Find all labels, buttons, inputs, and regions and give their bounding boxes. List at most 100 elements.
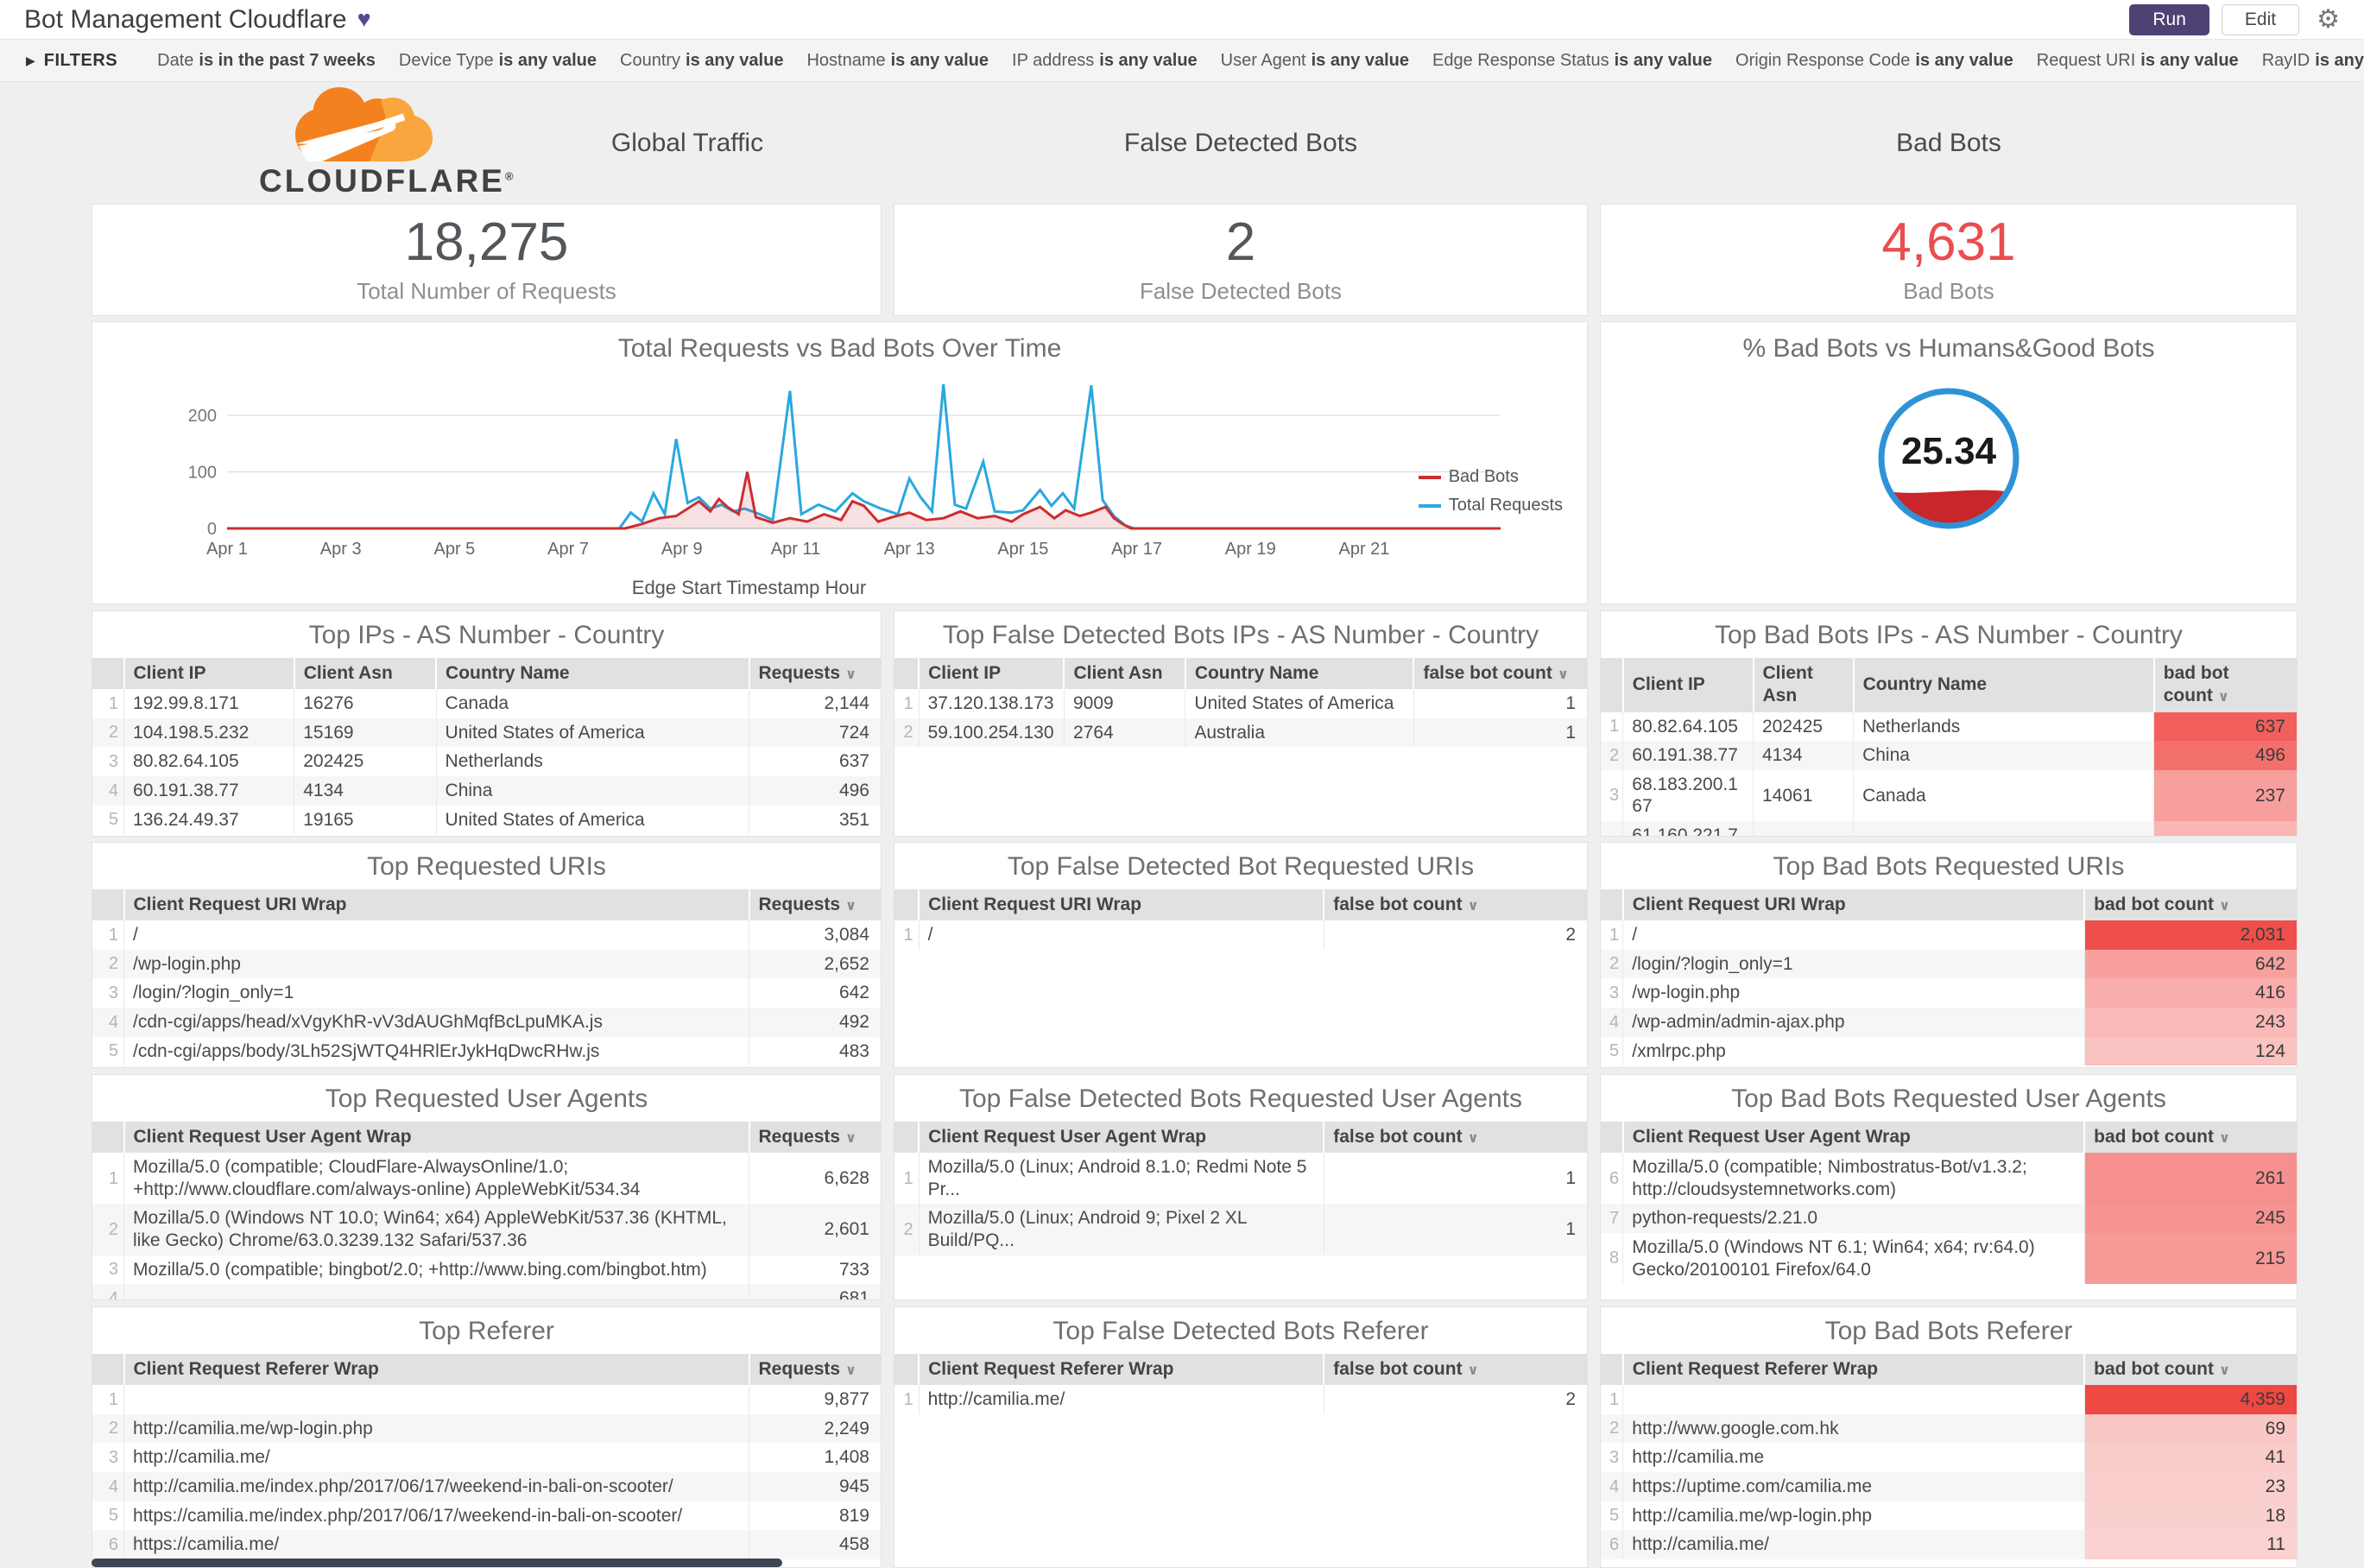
column-header[interactable]: Client IP	[123, 658, 294, 690]
sort-column-header[interactable]: bad bot count ∨	[2083, 1354, 2297, 1386]
sort-column-header[interactable]: false bot count ∨	[1323, 1122, 1587, 1154]
column-header[interactable]: Client Asn	[1752, 658, 1854, 712]
sort-column-header[interactable]: bad bot count ∨	[2083, 1122, 2297, 1154]
filter-item-device-type[interactable]: Device Type is any value	[399, 51, 597, 70]
filters-toggle[interactable]: ▶ FILTERS	[26, 51, 117, 71]
column-header[interactable]: Client Request User Agent Wrap	[123, 1122, 749, 1154]
sort-chevron-down-icon: ∨	[2218, 1131, 2230, 1146]
filter-value: is any value	[1614, 50, 1713, 70]
table-row: 3 http://camilia.me 41	[1601, 1443, 2297, 1473]
sort-column-header[interactable]: bad bot count ∨	[2152, 658, 2297, 712]
sort-column-header[interactable]: false bot count ∨	[1323, 889, 1587, 921]
table-cell: 4134	[294, 776, 437, 806]
filter-item-ip-address[interactable]: IP address is any value	[1012, 51, 1198, 70]
row-number: 6	[1601, 1153, 1623, 1204]
column-header[interactable]: Country Name	[1852, 658, 2154, 712]
row-number-header	[1601, 1122, 1623, 1154]
timeseries-legend: Bad Bots Total Requests	[1418, 467, 1563, 524]
table-cell: /login/?login_only=1	[1622, 949, 2085, 979]
column-header[interactable]: Client Request User Agent Wrap	[1621, 1122, 2085, 1154]
sort-column-header[interactable]: Requests ∨	[748, 1122, 881, 1154]
column-header[interactable]: Client Request Referer Wrap	[1621, 1354, 2085, 1386]
table-cell: 104.198.5.232	[123, 718, 294, 748]
gear-icon[interactable]: ⚙	[2317, 5, 2340, 34]
table-cell: https://camilia.me/	[123, 1530, 749, 1559]
legend-entry[interactable]: Bad Bots	[1418, 467, 1563, 487]
gauge-chart[interactable]: 25.34	[1869, 379, 2028, 538]
filter-item-user-agent[interactable]: User Agent is any value	[1221, 51, 1409, 70]
stat-card-total-requests: 18,275 Total Number of Requests	[92, 204, 882, 316]
filter-item-request-uri[interactable]: Request URI is any value	[2037, 51, 2239, 70]
table-cell: http://camilia.me/	[123, 1443, 749, 1473]
sort-chevron-down-icon: ∨	[1557, 667, 1569, 682]
filter-item-country[interactable]: Country is any value	[620, 51, 783, 70]
table-cell: United States of America	[435, 805, 749, 835]
run-button[interactable]: Run	[2129, 3, 2209, 35]
horizontal-scrollbar-thumb[interactable]	[92, 1559, 782, 1567]
row-number: 3	[1601, 1443, 1623, 1473]
filter-item-origin-response-code[interactable]: Origin Response Code is any value	[1735, 51, 2013, 70]
table-cell: http://camilia.me/	[918, 1385, 1324, 1414]
column-header[interactable]: Client Request Referer Wrap	[123, 1354, 749, 1386]
stat-card-bad-bots: 4,631 Bad Bots	[1600, 204, 2298, 316]
stat-cards-row: 18,275 Total Number of Requests 2 False …	[92, 204, 2298, 316]
table-row: 3 http://camilia.me/1,408	[92, 1443, 881, 1473]
row-number-header	[894, 889, 920, 921]
table-row: 2 60.191.38.77 4134 China 496	[1601, 741, 2297, 770]
table-title: Top Referer	[419, 1317, 554, 1345]
filter-item-edge-response-status[interactable]: Edge Response Status is any value	[1432, 51, 1712, 70]
row-number-header	[1601, 658, 1623, 712]
header-band: CLOUDFLARE® Global Traffic False Detecte…	[92, 82, 2298, 204]
stat-label-false-detected-bots: False Detected Bots	[1139, 277, 1343, 304]
legend-entry[interactable]: Total Requests	[1418, 496, 1563, 515]
sort-chevron-down-icon: ∨	[2218, 899, 2230, 914]
sort-column-header[interactable]: false bot count ∨	[1413, 658, 1587, 690]
table-cell: China	[435, 776, 749, 806]
sort-column-header[interactable]: bad bot count ∨	[2083, 889, 2297, 921]
timeseries-chart[interactable]: 0 100 200 Apr 1 Apr 3 Apr 5 Apr 7 Apr 9 Apr 11 Ap…	[184, 372, 1531, 590]
stat-label-bad-bots: Bad Bots	[1903, 277, 1994, 304]
table-card-bad-bot-user-agents: Top Bad Bots Requested User Agents Client…	[1600, 1074, 2298, 1300]
value-cell: 733	[749, 1255, 881, 1285]
row-number: 2	[1601, 1413, 1623, 1444]
filter-item-date[interactable]: Date is in the past 7 weeks	[157, 51, 376, 70]
sort-column-header[interactable]: Requests ∨	[748, 658, 881, 690]
sort-column-header[interactable]: false bot count ∨	[1323, 1354, 1587, 1386]
row-number: 1	[894, 920, 920, 950]
column-header[interactable]: Client IP	[1621, 658, 1754, 712]
edit-button[interactable]: Edit	[2221, 3, 2300, 35]
column-header[interactable]: Client Request Referer Wrap	[918, 1354, 1324, 1386]
table-row: 6 http://camilia.me/11	[1601, 1530, 2297, 1559]
table-cell	[1622, 1385, 2085, 1414]
column-header[interactable]: Client Asn	[293, 658, 437, 690]
column-header[interactable]: Client Request User Agent Wrap	[918, 1122, 1324, 1154]
table-row: 5 136.24.49.37 19165 United States of Ameri…	[92, 805, 881, 835]
column-header[interactable]: Country Name	[435, 658, 749, 690]
column-header[interactable]: Client Asn	[1063, 658, 1185, 690]
column-header[interactable]: Client Request URI Wrap	[1621, 889, 2085, 921]
data-table-ref-right: Client Request Referer Wrap bad bot count…	[1601, 1354, 2297, 1559]
table-cell: Mozilla/5.0 (Linux; Android 9; Pixel 2 X…	[918, 1204, 1324, 1255]
value-cell: 642	[2083, 949, 2297, 979]
sort-column-header[interactable]: Requests ∨	[748, 889, 881, 921]
row-number: 2	[1601, 741, 1623, 770]
row-number: 3	[92, 747, 124, 777]
table-cell: 2764	[1063, 718, 1185, 748]
column-header[interactable]: Client Request URI Wrap	[123, 889, 749, 921]
sort-chevron-down-icon: ∨	[1467, 1131, 1479, 1146]
column-header[interactable]: Country Name	[1184, 658, 1414, 690]
sort-column-header[interactable]: Requests ∨	[748, 1354, 881, 1386]
filter-value: is any value	[890, 50, 989, 70]
charts-row: Total Requests vs Bad Bots Over Time 0 10…	[92, 321, 2298, 604]
table-cell: /	[123, 920, 749, 950]
column-header[interactable]: Client Request URI Wrap	[918, 889, 1324, 921]
table-cell: 80.82.64.105	[1622, 711, 1754, 742]
value-cell: 261	[2083, 1153, 2297, 1204]
filter-item-hostname[interactable]: Hostname is any value	[806, 51, 989, 70]
value-cell: 3,084	[749, 920, 881, 950]
x-axis-tick-label: Apr 1	[206, 540, 248, 559]
column-header[interactable]: Client IP	[918, 658, 1065, 690]
table-row: 1 Mozilla/5.0 (compatible; CloudFlare-Alw…	[92, 1153, 881, 1204]
row-number: 6	[1601, 1530, 1623, 1559]
